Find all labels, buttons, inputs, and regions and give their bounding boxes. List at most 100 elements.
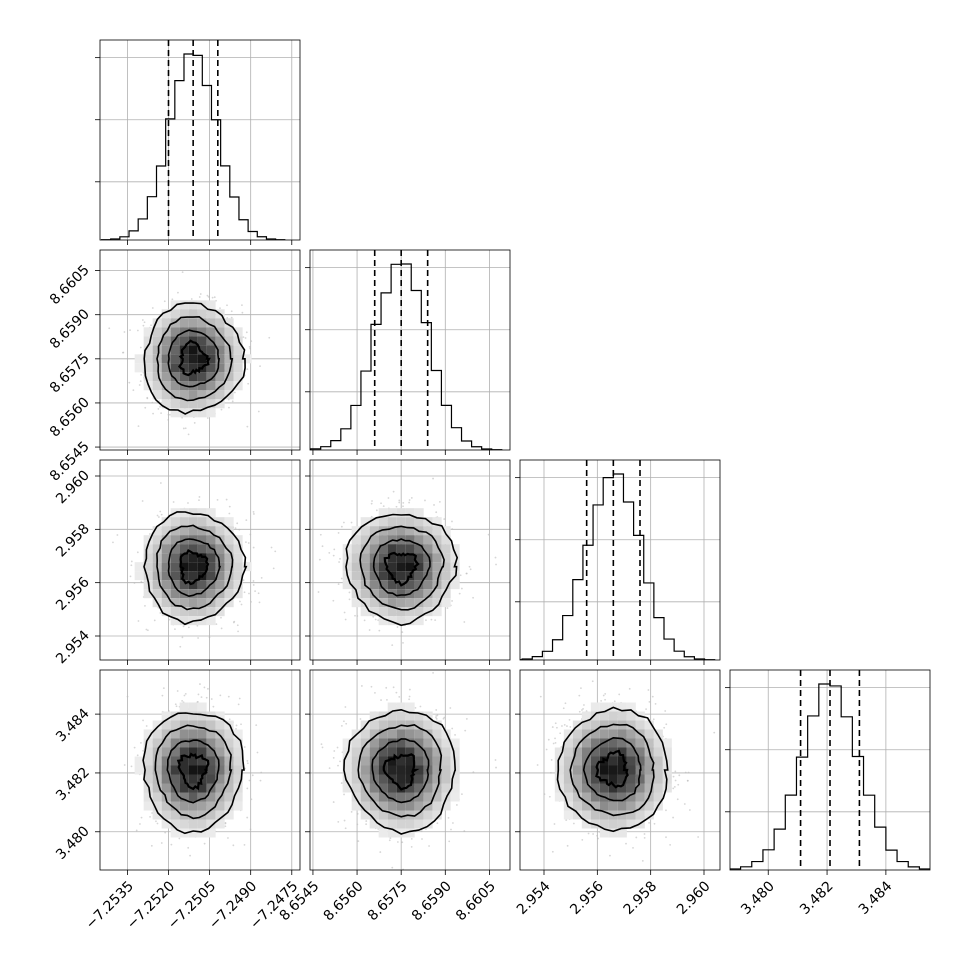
density-cell — [215, 765, 225, 775]
scatter-point — [320, 743, 323, 746]
histogram-panel-1 — [305, 249, 511, 455]
density-cell — [179, 792, 189, 802]
scatter-point — [248, 346, 251, 348]
scatter-point — [224, 825, 227, 828]
scatter-point — [140, 580, 143, 583]
density-cell — [188, 526, 198, 536]
scatter-point — [340, 577, 343, 580]
density-cell — [143, 354, 153, 364]
density-cell — [224, 553, 234, 563]
scatter-point — [246, 425, 249, 428]
density-cell — [134, 363, 144, 373]
scatter-point — [268, 336, 271, 339]
scatter-point — [250, 600, 252, 603]
scatter-point — [253, 513, 255, 515]
density-cell — [351, 544, 361, 554]
scatter-point — [138, 384, 141, 386]
scatter-point — [257, 410, 260, 413]
scatter-point — [375, 509, 378, 512]
density-cell — [197, 309, 207, 319]
scatter-point — [142, 324, 145, 327]
density-cell — [197, 783, 207, 793]
density-cell — [197, 562, 207, 572]
density-cell — [215, 774, 225, 784]
scatter-point — [183, 694, 186, 697]
scatter-point — [248, 779, 251, 782]
density-cell — [188, 720, 198, 730]
density-cell — [423, 571, 433, 581]
density-cell — [170, 792, 180, 802]
scatter-point — [420, 830, 423, 833]
scatter-point — [159, 405, 161, 408]
scatter-point — [360, 685, 363, 687]
density-cell — [161, 747, 171, 757]
density-cell — [143, 571, 153, 581]
scatter-point — [157, 516, 160, 518]
density-cell — [143, 589, 153, 599]
scatter-point — [392, 490, 395, 493]
density-cell — [206, 828, 216, 838]
scatter-point — [251, 774, 254, 777]
scatter-point — [392, 686, 395, 689]
density-cell — [414, 616, 424, 626]
scatter-point — [340, 782, 343, 784]
density-cell — [360, 526, 370, 536]
density-cell — [170, 810, 180, 820]
scatter-point — [365, 823, 368, 826]
scatter-point — [215, 623, 218, 626]
density-cell — [441, 526, 451, 536]
density-cell — [423, 562, 433, 572]
scatter-point — [328, 551, 331, 554]
density-cell — [378, 598, 388, 608]
density-cell — [170, 711, 180, 721]
density-cell — [215, 711, 225, 721]
scatter-point — [139, 823, 141, 825]
scatter-point — [461, 793, 463, 796]
density-cell — [161, 354, 171, 364]
density-cell — [188, 738, 198, 748]
scatter-point — [231, 400, 234, 403]
density-cell — [152, 783, 162, 793]
scatter-point — [245, 541, 247, 544]
density-cell — [188, 792, 198, 802]
density-cell — [215, 336, 225, 346]
scatter-point — [130, 765, 133, 768]
scatter-point — [198, 496, 201, 498]
density-cell — [378, 616, 388, 626]
scatter-point — [136, 551, 139, 554]
density-cell — [161, 390, 171, 400]
scatter-point — [203, 686, 206, 689]
scatter-point — [140, 816, 143, 819]
density-cell — [360, 571, 370, 581]
density-cell — [143, 562, 153, 572]
scatter-point — [249, 533, 252, 536]
density-cell — [188, 562, 198, 572]
density-cell — [206, 300, 216, 310]
scatter-point — [220, 616, 222, 619]
scatter-point — [133, 582, 136, 584]
scatter-point — [363, 619, 366, 622]
density-cell — [215, 756, 225, 766]
scatter-point — [447, 817, 450, 819]
scatter-point — [450, 828, 452, 831]
density-cell — [170, 616, 180, 626]
scatter-point — [250, 798, 253, 801]
density-cell — [224, 336, 234, 346]
density-cell — [450, 580, 460, 590]
density-cell — [179, 309, 189, 319]
scatter-point — [243, 746, 246, 748]
density-cell — [161, 810, 171, 820]
density-cell — [197, 765, 207, 775]
density-cell — [143, 336, 153, 346]
density-cell — [197, 819, 207, 829]
scatter-point — [135, 829, 138, 832]
scatter-point — [339, 557, 341, 560]
contour-line-1 — [372, 538, 431, 597]
scatter-point — [419, 705, 422, 708]
scatter-point — [220, 408, 223, 411]
density-cell — [152, 345, 162, 355]
density-cell — [396, 589, 406, 599]
scatter-point — [140, 373, 143, 376]
scatter-point — [343, 611, 346, 614]
scatter-point — [494, 759, 497, 761]
